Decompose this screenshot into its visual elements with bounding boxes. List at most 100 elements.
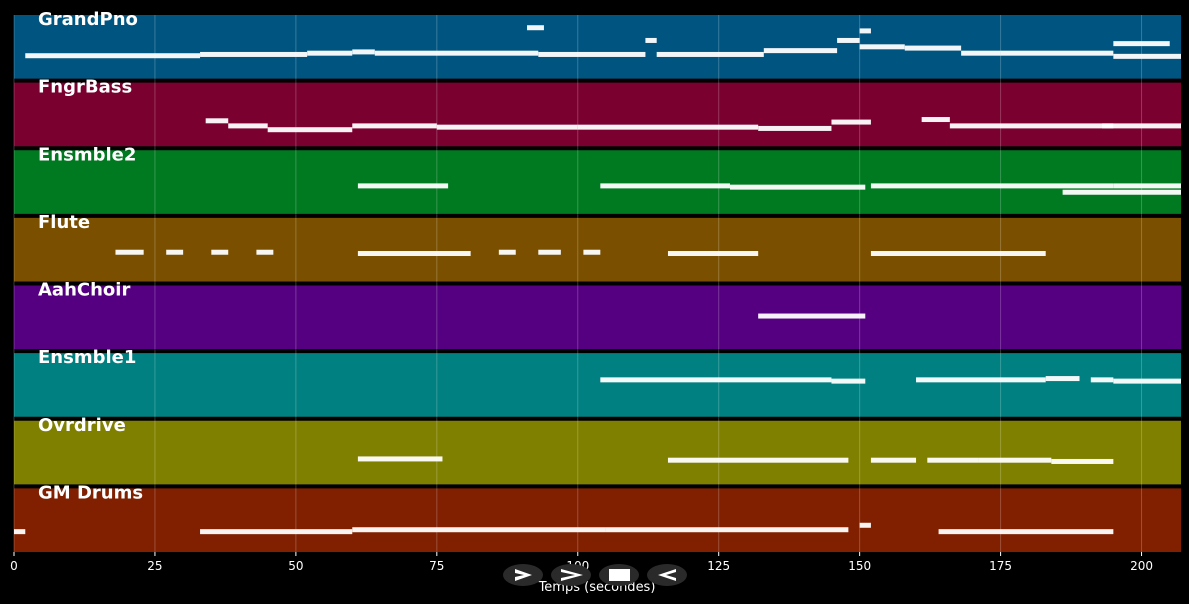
note-run-2-0: [357, 183, 449, 189]
track-label: Ovrdrive: [38, 415, 126, 436]
note-run-0-5: [527, 25, 544, 31]
note-run-1-2: [267, 127, 353, 133]
labels-layer: GrandPno FngrBass Ensmble2 Flute AahChoir Ens…: [38, 9, 143, 503]
note-run-5-2: [916, 377, 1046, 383]
note-run-7-1: [200, 529, 353, 535]
x-tick-label: 150: [848, 559, 871, 573]
note-run-1-7: [831, 119, 871, 125]
x-axis-title: Temps (secondes): [538, 580, 656, 595]
note-run-6-4: [978, 457, 1052, 463]
back-button[interactable]: [647, 564, 687, 586]
note-run-3-3: [256, 249, 274, 255]
notes-layer: [14, 25, 1181, 535]
track-label: Ensmble2: [38, 144, 136, 165]
track-lane-3: [14, 217, 1181, 282]
note-run-0-9: [763, 48, 838, 54]
x-tick-label: 0: [10, 559, 18, 573]
note-run-3-2: [211, 249, 229, 255]
note-run-2-2: [729, 184, 866, 190]
track-lane-2: [14, 150, 1181, 214]
track-lane-5: [14, 353, 1181, 417]
note-run-1-10: [1102, 123, 1181, 129]
stop-button[interactable]: [599, 564, 639, 586]
note-run-2-1: [600, 183, 730, 189]
note-run-1-6: [758, 125, 832, 131]
note-run-3-7: [583, 249, 601, 255]
track-label: FngrBass: [38, 77, 132, 98]
x-tick-label: 25: [147, 559, 162, 573]
note-run-1-1: [228, 123, 268, 129]
note-run-0-10: [837, 37, 860, 43]
note-run-7-3: [605, 527, 849, 533]
note-run-0-12: [859, 44, 905, 50]
note-run-3-0: [115, 249, 144, 255]
stop-icon: [609, 569, 630, 581]
note-run-3-4: [357, 251, 471, 257]
track-lane-6: [14, 420, 1181, 485]
back-icon: [658, 569, 676, 581]
note-run-2-3: [870, 183, 1114, 189]
note-run-6-2: [870, 457, 917, 463]
note-run-5-0: [600, 377, 832, 383]
skip-button[interactable]: [551, 564, 591, 586]
note-run-3-5: [498, 249, 516, 255]
note-run-3-8: [667, 251, 759, 257]
skip-icon: [561, 569, 583, 581]
note-run-1-3: [352, 123, 437, 129]
note-run-3-6: [538, 249, 561, 255]
note-run-3-1: [166, 249, 184, 255]
tracks-layer: [14, 15, 1181, 552]
note-run-2-4: [1062, 189, 1181, 195]
note-run-1-8: [921, 117, 950, 123]
track-label: AahChoir: [38, 280, 130, 301]
note-run-5-4: [1090, 377, 1114, 383]
note-run-1-9: [949, 123, 1114, 129]
note-run-0-13: [904, 45, 962, 51]
note-run-6-0: [357, 456, 443, 462]
note-run-0-8: [656, 51, 764, 57]
note-run-0-0: [25, 53, 201, 59]
note-run-0-2: [307, 50, 353, 56]
note-run-3-9: [870, 251, 1046, 257]
note-run-5-5: [1113, 378, 1181, 384]
grid-layer: [13, 15, 1143, 552]
x-axis: 0255075100125150175200: [10, 552, 1153, 573]
note-run-5-3: [1045, 376, 1080, 382]
note-run-4-0: [758, 313, 866, 319]
note-run-0-4: [374, 50, 539, 56]
note-run-7-0: [14, 529, 26, 535]
track-lane-1: [14, 82, 1181, 147]
x-tick-label: 50: [288, 559, 303, 573]
note-run-1-5: [577, 124, 759, 130]
note-run-2-5: [1113, 183, 1181, 189]
note-run-0-15: [1000, 50, 1114, 56]
play-button[interactable]: [503, 564, 543, 586]
note-run-0-6: [538, 51, 646, 57]
x-tick-label: 75: [429, 559, 444, 573]
track-label: Ensmble1: [38, 347, 136, 368]
note-run-7-4: [859, 522, 871, 528]
track-lane-7: [14, 488, 1181, 552]
track-lane-0: [14, 15, 1181, 79]
note-run-1-0: [205, 118, 229, 124]
note-run-0-3: [352, 49, 375, 55]
note-run-6-1: [667, 457, 849, 463]
track-label: Flute: [38, 212, 90, 233]
note-run-1-4: [436, 124, 578, 130]
note-run-0-1: [200, 51, 308, 57]
x-tick-label: 125: [707, 559, 730, 573]
track-label: GM Drums: [38, 482, 143, 503]
play-icon: [515, 569, 532, 581]
note-run-6-3: [927, 457, 979, 463]
track-lane-4: [14, 285, 1181, 350]
note-run-5-1: [831, 378, 866, 384]
note-run-0-7: [645, 37, 657, 43]
note-run-0-11: [859, 28, 871, 34]
x-tick-label: 200: [1130, 559, 1153, 573]
playback-controls: [503, 564, 687, 586]
note-run-6-5: [1051, 458, 1114, 464]
note-run-7-5: [938, 529, 1114, 535]
track-label: GrandPno: [38, 9, 138, 30]
note-run-0-17: [1113, 53, 1181, 59]
